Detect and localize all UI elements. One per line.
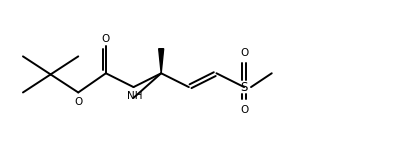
Text: O: O (74, 97, 83, 107)
Text: S: S (241, 81, 248, 94)
Text: NH: NH (127, 91, 142, 101)
Text: O: O (240, 105, 248, 115)
Text: O: O (240, 48, 248, 58)
Text: O: O (102, 34, 110, 44)
Polygon shape (159, 49, 163, 73)
